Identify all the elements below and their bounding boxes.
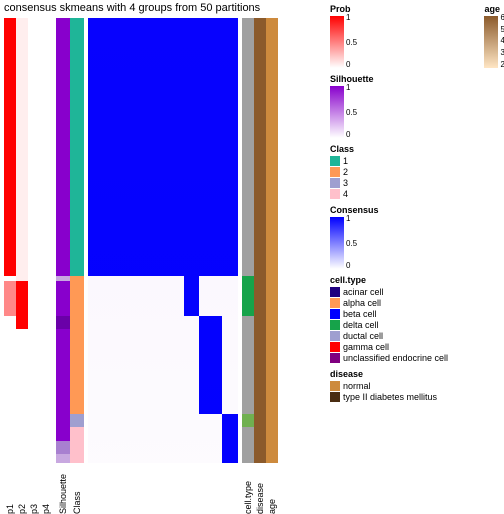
tick: 60 (500, 13, 504, 22)
col-p4: p4 (40, 18, 52, 463)
class-legend-title: Class (330, 144, 502, 154)
tick: 0.5 (346, 38, 357, 47)
legend-item: delta cell (330, 320, 502, 330)
consensus-legend: Consensus 1 0.5 0 (330, 205, 502, 269)
col-p1: p1 (4, 18, 16, 463)
tick: 20 (500, 60, 504, 69)
col-Class: Class (70, 18, 84, 463)
legend-item: 4 (330, 189, 502, 199)
col-label: p3 (29, 504, 39, 514)
col-label: age (267, 499, 277, 514)
celltype-legend: cell.type acinar cellalpha cellbeta cell… (330, 275, 502, 363)
legend-item: 3 (330, 178, 502, 188)
heatmap-plot: p1p2p3p4 SilhouetteClass cell.typediseasea… (4, 18, 324, 463)
legend-item: unclassified endocrine cell (330, 353, 502, 363)
col-label: disease (255, 483, 265, 514)
col-age: age (266, 18, 278, 463)
age-colorbar (484, 16, 498, 68)
col-label: Class (72, 491, 82, 514)
prob-legend: Prob 1 0.5 0 (330, 4, 502, 68)
legend-item: 1 (330, 156, 502, 166)
col-p2: p2 (16, 18, 28, 463)
tick: 0.5 (346, 239, 357, 248)
col-disease: disease (254, 18, 266, 463)
legend-item: gamma cell (330, 342, 502, 352)
legend-item: acinar cell (330, 287, 502, 297)
legend-item: normal (330, 381, 502, 391)
col-label: Silhouette (58, 474, 68, 514)
col-label: p2 (17, 504, 27, 514)
consensus-colorbar (330, 217, 344, 269)
age-legend: age 60 50 40 30 20 (484, 4, 500, 68)
tick: 0 (346, 130, 350, 139)
disease-legend-title: disease (330, 369, 502, 379)
tick: 1 (346, 13, 350, 22)
legend-item: ductal cell (330, 331, 502, 341)
prob-legend-title: Prob (330, 4, 502, 14)
col-p3: p3 (28, 18, 40, 463)
legend-item: type II diabetes mellitus (330, 392, 502, 402)
disease-legend: disease normaltype II diabetes mellitus (330, 369, 502, 402)
tick: 40 (500, 36, 504, 45)
legend-item: 2 (330, 167, 502, 177)
tick: 0 (346, 60, 350, 69)
class-legend: Class 1234 (330, 144, 502, 199)
tick: 30 (500, 48, 504, 57)
silhouette-legend-title: Silhouette (330, 74, 502, 84)
col-heatmap (88, 18, 238, 463)
tick: 0.5 (346, 108, 357, 117)
col-cell.type: cell.type (242, 18, 254, 463)
legend-item: beta cell (330, 309, 502, 319)
col-label: p1 (5, 504, 15, 514)
tick: 1 (346, 214, 350, 223)
silhouette-legend: Silhouette 1 0.5 0 (330, 74, 502, 138)
col-Silhouette: Silhouette (56, 18, 70, 463)
consensus-legend-title: Consensus (330, 205, 502, 215)
tick: 1 (346, 83, 350, 92)
prob-colorbar (330, 16, 344, 68)
tick: 0 (346, 261, 350, 270)
celltype-legend-title: cell.type (330, 275, 502, 285)
legend-item: alpha cell (330, 298, 502, 308)
col-label: p4 (41, 504, 51, 514)
age-legend-title: age (484, 4, 500, 14)
legends: age 60 50 40 30 20 Prob 1 0.5 0 Silhouet… (330, 4, 502, 408)
silhouette-colorbar (330, 86, 344, 138)
col-label: cell.type (243, 481, 253, 514)
tick: 50 (500, 25, 504, 34)
